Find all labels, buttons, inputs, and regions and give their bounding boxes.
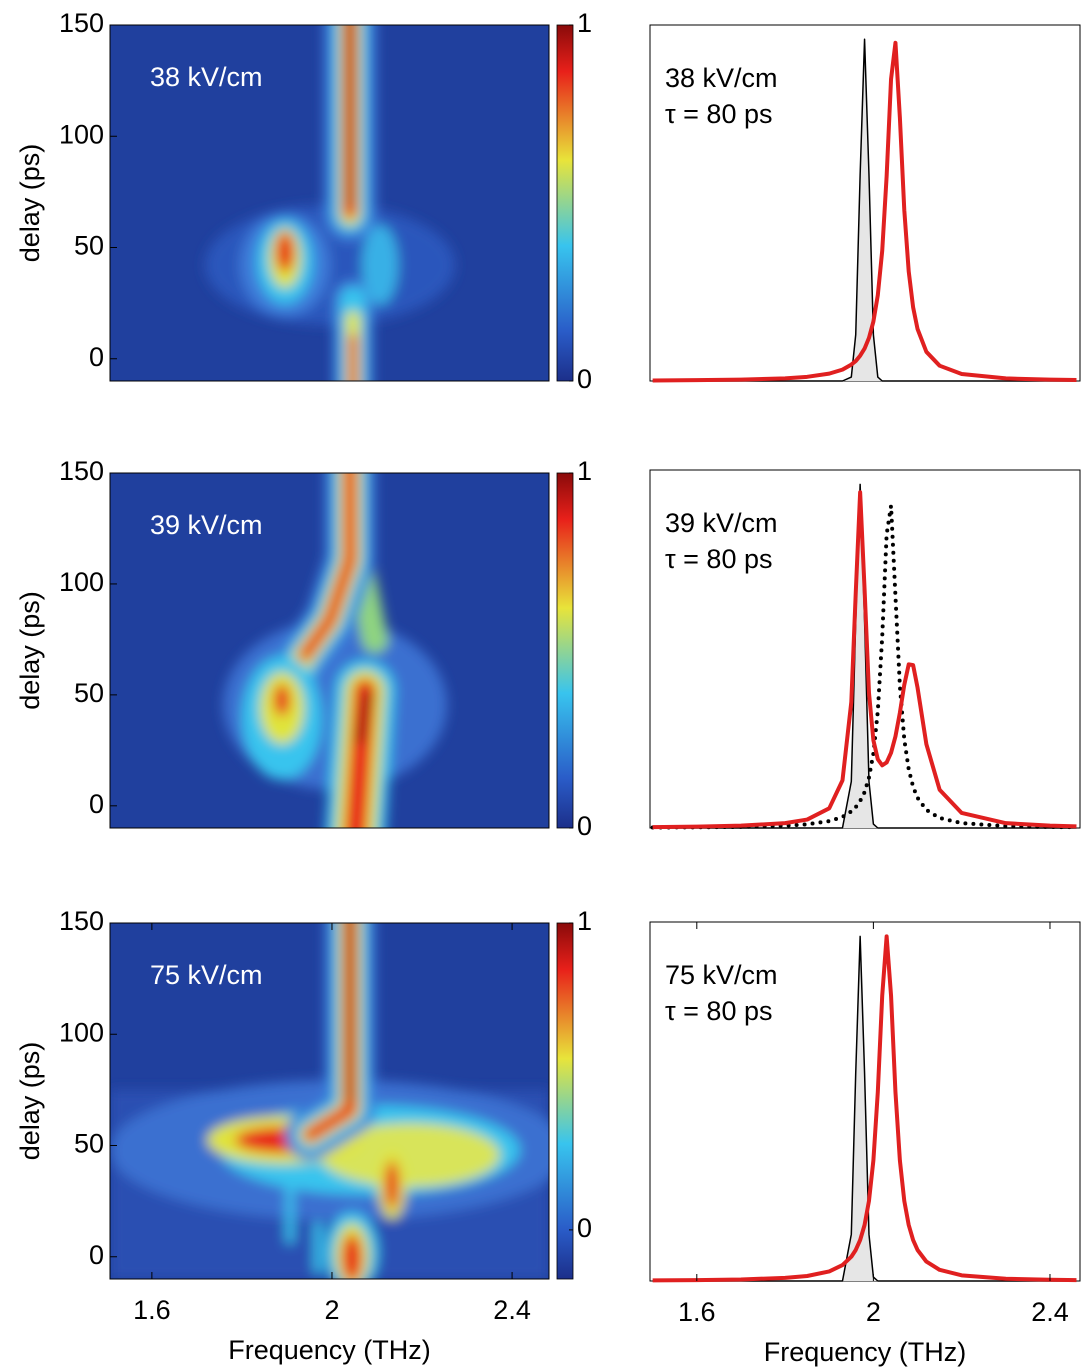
annotation: 39 kV/cm <box>665 508 778 538</box>
colorbar-tick-label: 0 <box>577 811 592 841</box>
y-tick-label: 0 <box>89 1240 104 1270</box>
line-series <box>652 38 1077 382</box>
colorbar <box>556 472 574 829</box>
line-series <box>650 503 1079 830</box>
line-series <box>652 483 1077 829</box>
line-series <box>652 934 1077 1283</box>
area <box>652 484 1077 828</box>
plot-frame <box>109 922 550 1280</box>
y-tick-label: 150 <box>59 456 104 486</box>
y-tick-label: 150 <box>59 906 104 936</box>
colorbar-tick-label: 1 <box>577 906 592 936</box>
annotation: τ = 80 ps <box>665 99 773 129</box>
heatmap-image <box>110 923 549 1279</box>
x-tick-label: 2 <box>866 1297 881 1327</box>
y-tick-label: 50 <box>74 678 104 708</box>
y-tick-label: 100 <box>59 119 104 149</box>
x-axis-label: Frequency (THz) <box>228 1335 431 1365</box>
y-tick-label: 0 <box>89 789 104 819</box>
y-axis-label: delay (ps) <box>15 1042 45 1161</box>
colorbar-tick-label: 0 <box>577 1213 592 1243</box>
y-tick-label: 100 <box>59 567 104 597</box>
annotation: 75 kV/cm <box>665 960 778 990</box>
y-tick-label: 0 <box>89 342 104 372</box>
y-axis-label: delay (ps) <box>15 144 45 263</box>
line-series <box>652 935 1077 1282</box>
area <box>652 39 1077 382</box>
colorbar-tick-label: 0 <box>577 364 592 394</box>
x-axis-label: Frequency (THz) <box>764 1337 967 1367</box>
annotation: 39 kV/cm <box>150 510 263 540</box>
heatmap-image <box>110 25 549 381</box>
colorbar-tick-label: 1 <box>577 8 592 38</box>
annotation: τ = 80 ps <box>665 996 773 1026</box>
colorbar-tick-label: 1 <box>577 456 592 486</box>
x-tick-label: 2 <box>324 1295 339 1325</box>
line-series <box>652 490 1077 830</box>
colorbar <box>556 922 574 1280</box>
annotation: 75 kV/cm <box>150 960 263 990</box>
x-tick-label: 1.6 <box>678 1297 716 1327</box>
annotation: 38 kV/cm <box>665 63 778 93</box>
y-tick-label: 50 <box>74 231 104 261</box>
area <box>652 936 1077 1281</box>
x-tick-label: 1.6 <box>133 1295 171 1325</box>
plot-frame <box>109 472 550 829</box>
x-tick-label: 2.4 <box>493 1295 531 1325</box>
line-series <box>652 40 1077 383</box>
y-tick-label: 50 <box>74 1129 104 1159</box>
y-axis-label: delay (ps) <box>15 591 45 710</box>
annotation: 38 kV/cm <box>150 62 263 92</box>
annotation: τ = 80 ps <box>665 544 773 574</box>
colorbar <box>556 24 574 382</box>
plot-frame <box>109 24 550 382</box>
y-tick-label: 150 <box>59 8 104 38</box>
y-tick-label: 100 <box>59 1017 104 1047</box>
x-tick-label: 2.4 <box>1031 1297 1069 1327</box>
heatmap-image <box>110 473 549 828</box>
